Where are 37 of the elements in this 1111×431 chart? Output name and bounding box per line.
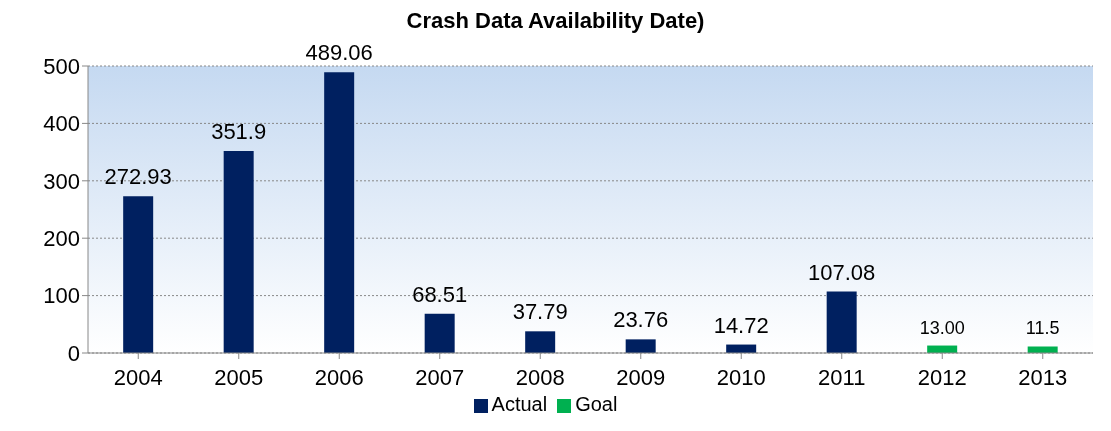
bar [1027,346,1058,353]
data-label: 37.79 [512,299,568,325]
bar [625,339,656,353]
bar [324,72,355,353]
data-label: 272.93 [104,164,172,190]
data-label: 68.51 [412,281,468,307]
x-tick-label: 2010 [716,364,766,390]
data-label: 107.08 [808,259,876,285]
x-tick-label: 2011 [818,364,866,390]
x-tick-label: 2007 [415,364,465,390]
data-label: 11.5 [1025,318,1060,339]
data-label: 14.72 [713,312,769,338]
bar [525,331,556,353]
x-tick-label: 2004 [113,364,163,390]
bar [424,313,455,353]
bar [223,151,254,353]
data-label: 351.9 [211,119,267,145]
y-tick-label: 200 [43,226,80,252]
x-tick-label: 2012 [917,364,967,390]
legend-label: Goal [575,393,618,415]
y-tick-label: 0 [67,340,80,366]
data-label: 489.06 [305,40,373,66]
bar [123,196,154,353]
x-tick-label: 2009 [616,364,666,390]
x-tick-label: 2005 [214,364,264,390]
y-tick-label: 400 [43,111,80,137]
x-tick-label: 2008 [515,364,565,390]
y-tick-label: 500 [43,53,80,79]
bar [826,291,857,353]
legend-label: Actual [491,393,548,415]
x-tick-label: 2006 [314,364,364,390]
chart-title: Crash Data Availability Date) [405,8,706,35]
x-tick-label: 2013 [1018,364,1068,390]
y-tick-label: 300 [43,168,80,194]
data-label: 13.00 [919,317,965,338]
data-label: 23.76 [613,307,669,333]
y-tick-label: 100 [43,283,80,309]
